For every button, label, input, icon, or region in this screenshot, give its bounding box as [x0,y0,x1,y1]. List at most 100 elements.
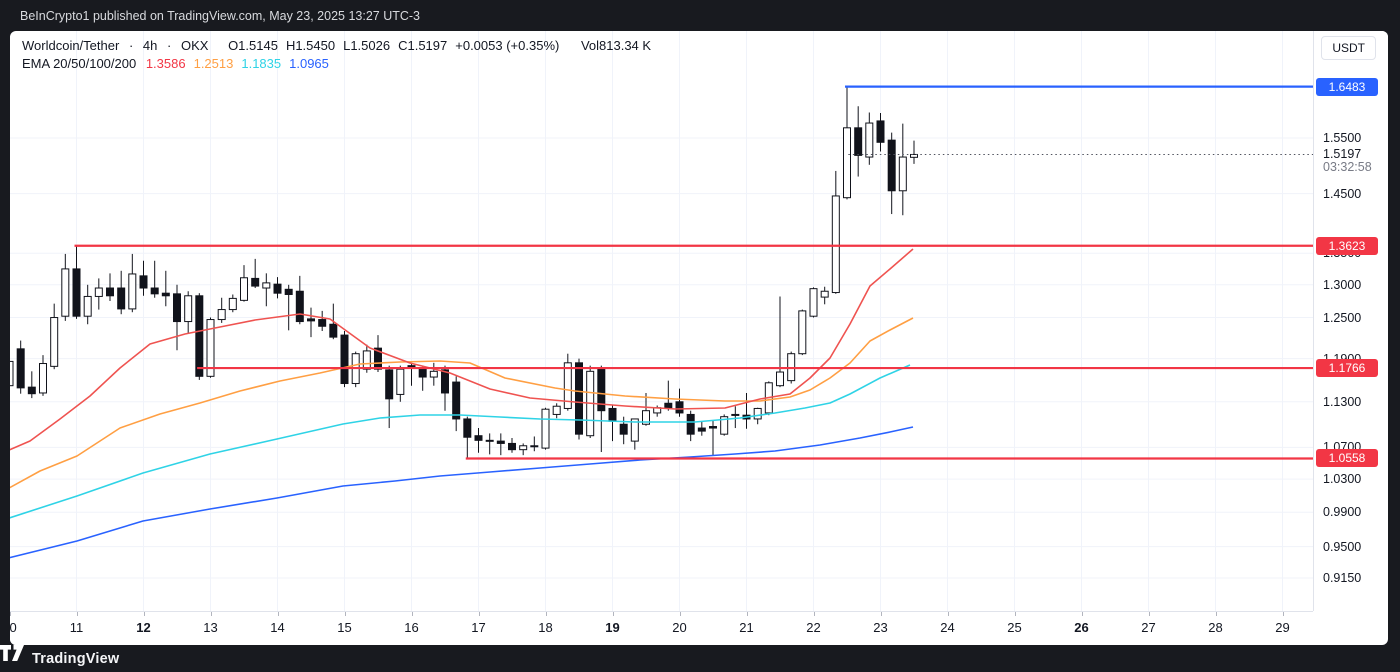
symbol-name[interactable]: Worldcoin/Tether [22,38,120,53]
exchange-label: OKX [180,38,209,53]
price-level-flag: 1.1766 [1316,359,1378,378]
time-tick-label: 22 [806,620,821,635]
candle-down [318,319,327,327]
chart-card: Worldcoin/Tether · 4h · OKX O1.5145 H1.54… [10,31,1388,645]
time-tick-label: 26 [1074,620,1089,635]
price-tick-label: 1.2500 [1323,310,1362,325]
time-tick-mark [880,612,882,616]
candle-down [161,292,170,297]
currency-toggle-button[interactable]: USDT [1321,36,1376,60]
candle-up [910,153,918,158]
candle-down [374,347,382,370]
candle-down [27,386,36,395]
candle-up [50,317,59,367]
candle-down [139,275,148,289]
candle-up [217,309,226,321]
candle-down [463,418,472,438]
candle-up [776,371,784,387]
candle-down [664,402,673,409]
time-tick-mark [76,612,78,616]
candle-down [731,413,740,416]
candle-up [128,273,137,310]
candle-down [575,362,583,435]
candle-down [474,435,483,441]
ohlc-value: O1.5145 [228,38,278,53]
price-level-flag: 1.6483 [1316,77,1378,96]
time-tick-mark [612,612,614,616]
candle-down [16,348,25,389]
time-tick-label: 23 [873,620,888,635]
price-tick-label: 1.0300 [1323,472,1362,487]
time-tick-mark [478,612,480,616]
price-axis[interactable]: 1.55001.45001.35001.30001.25001.19001.13… [1313,31,1388,611]
time-tick-label: 17 [471,620,486,635]
tradingview-logo-icon[interactable] [0,645,26,662]
candle-down [697,427,706,432]
candle-up [94,287,103,297]
candle-down [284,288,293,295]
candle-down [887,139,896,192]
time-tick-label: 28 [1208,620,1223,635]
candle-up [184,295,193,323]
candle-up [39,363,47,394]
time-tick-label: 20 [672,620,687,635]
time-tick-label: 11 [69,620,84,635]
candle-down [496,440,505,444]
candle-down [329,323,338,338]
separator-dot: · [167,38,172,53]
price-tick-label: 1.1300 [1323,394,1362,409]
price-tick-label: 0.9150 [1323,570,1362,585]
candle-up [228,297,237,311]
candle-up [240,277,248,301]
time-tick-mark [947,612,949,616]
candle-up [898,156,907,192]
candle-up [10,360,14,387]
ema-indicator-label[interactable]: EMA 20/50/100/200 [22,56,137,71]
candle-up [429,370,438,378]
time-tick-label: 27 [1141,620,1156,635]
price-level-flag: 1.0558 [1316,449,1378,468]
separator-dot: · [128,38,134,53]
time-tick-mark [545,612,547,616]
time-tick-mark [143,612,145,616]
candle-up [396,368,405,395]
time-tick-mark [411,612,413,616]
time-axis[interactable]: 10 11 12 13 14 15 16 17 18 19 20 21 22 23 24 25 26 27 28 29 [10,611,1313,645]
ohlc-values: O1.5145 H1.5450 L1.5026 C1.5197 +0.0053 (+0.… [228,38,567,53]
interval-label[interactable]: 4h [142,38,158,53]
ema-value: 1.2513 [193,56,234,71]
candle-down [854,127,863,156]
ohlc-value: +0.0053 (+0.35%) [455,38,560,53]
time-tick-label: 21 [739,620,754,635]
candle-up [831,195,840,294]
ema-value: 1.3586 [145,56,186,71]
volume-value: Vol813.34 K [580,38,652,53]
time-tick-label: 10 [10,620,17,635]
price-tick-label: 1.5500 [1323,130,1362,145]
candle-down [117,287,126,310]
candle-up [753,407,762,420]
chart-pane[interactable] [10,31,1313,611]
candle-up [865,122,874,158]
candle-up [820,290,829,298]
ema-row: EMA 20/50/100/200 1.3586 1.2513 1.1835 1.09… [22,55,651,72]
time-tick-label: 13 [203,620,218,635]
ohlc-value: L1.5026 [343,38,391,53]
candle-down [273,283,282,294]
time-tick-label: 29 [1275,620,1290,635]
ema-200-line [10,426,914,559]
candle-down [418,368,427,378]
publish-info-text: BeInCrypto1 published on TradingView.com… [20,8,420,23]
time-tick-mark [813,612,815,616]
tradingview-brand-text[interactable]: TradingView [32,650,120,667]
footer-bar: TradingView [0,645,1400,672]
time-tick-mark [1282,612,1284,616]
symbol-row: Worldcoin/Tether · 4h · OKX O1.5145 H1.54… [22,37,651,54]
bar-countdown: 03:32:58 [1323,160,1372,175]
candle-down [407,365,416,368]
ohlc-value: H1.5450 [285,38,336,53]
chart-legend: Worldcoin/Tether · 4h · OKX O1.5145 H1.54… [22,37,651,73]
candle-down [530,445,539,448]
candle-down [452,381,461,420]
price-tick-label: 1.3000 [1323,277,1362,292]
